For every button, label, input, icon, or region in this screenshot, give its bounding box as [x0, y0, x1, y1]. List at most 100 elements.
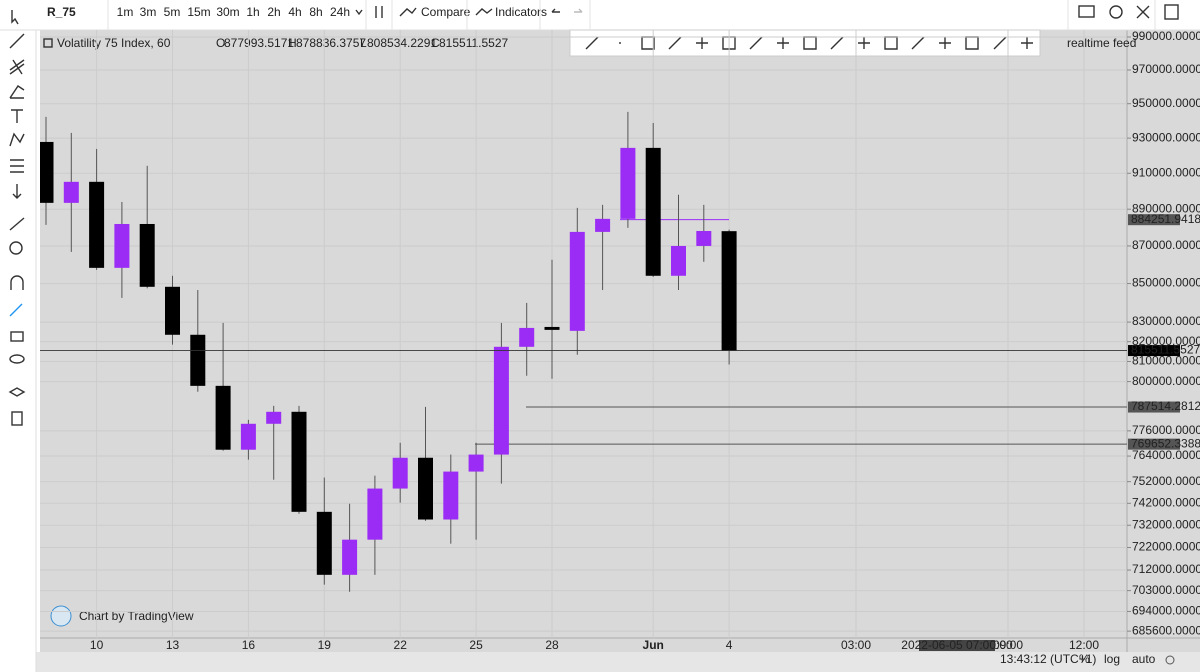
drawing-tool-button[interactable] — [939, 37, 951, 49]
screenshot-button[interactable] — [1078, 5, 1095, 18]
candle-body — [63, 181, 79, 203]
settings-button[interactable] — [1109, 5, 1123, 19]
collapse-legend[interactable] — [43, 38, 53, 48]
y-tick-label: 830000.0000 — [1132, 314, 1200, 328]
y-tick-label: 820000.0000 — [1132, 334, 1200, 348]
x-tick-label: 10 — [90, 638, 104, 652]
candle-body — [544, 326, 560, 330]
text-tool[interactable] — [11, 109, 23, 123]
x-tick-label: 03:00 — [841, 638, 871, 652]
compare-icon[interactable] — [399, 7, 417, 17]
redo-button[interactable] — [574, 8, 583, 13]
interval-button[interactable]: 30m — [216, 5, 239, 19]
drawing-tool-button[interactable] — [777, 37, 789, 49]
log-toggle[interactable]: log — [1104, 652, 1120, 666]
chart-style-button[interactable] — [375, 6, 383, 18]
top-right-icons — [1078, 4, 1179, 20]
trash-tool[interactable] — [11, 411, 23, 426]
visibility-tool[interactable] — [9, 354, 25, 364]
candle-body — [645, 147, 661, 276]
drawing-tool-button[interactable] — [1021, 37, 1033, 49]
interval-button[interactable]: 2h — [267, 5, 280, 19]
cursor-tool[interactable] — [11, 10, 19, 25]
candle-body — [569, 231, 585, 331]
y-tick-label: 870000.0000 — [1132, 238, 1200, 252]
x-tick-label: 4 — [726, 638, 733, 652]
fib-tool[interactable] — [9, 59, 25, 75]
candle-body — [721, 231, 737, 351]
interval-button[interactable]: 24h — [330, 5, 350, 19]
ohlc-label: C — [431, 36, 440, 50]
candle-body — [671, 245, 686, 276]
status-bar — [36, 652, 1200, 672]
price-label: 787514.2812 — [1131, 399, 1200, 413]
price-label-box — [1128, 438, 1180, 450]
price-label-box — [1128, 214, 1180, 226]
ohlc-label: H — [288, 36, 297, 50]
y-tick-label: 685600.0000 — [1132, 623, 1200, 637]
pattern-tool[interactable] — [9, 85, 25, 99]
layers-tool[interactable] — [8, 387, 26, 397]
y-tick-label: 752000.0000 — [1132, 474, 1200, 488]
candle-body — [240, 423, 256, 450]
drawing-tool-button[interactable] — [668, 36, 682, 50]
drawing-tool-button[interactable] — [858, 37, 870, 49]
last-price-label: 815511.5527 — [1131, 343, 1200, 357]
drawing-tool-button[interactable] — [585, 36, 599, 50]
drawing-tool-button[interactable] — [696, 37, 708, 49]
candle-body — [215, 385, 231, 450]
interval-button[interactable]: 3m — [140, 5, 157, 19]
ohlc-label: O — [216, 36, 225, 50]
ohlc-value: 808534.2291 — [367, 36, 437, 50]
undo-button[interactable] — [551, 8, 560, 13]
y-tick-label: 850000.0000 — [1132, 276, 1200, 290]
indicators-icon[interactable] — [475, 8, 493, 16]
interval-dropdown[interactable] — [355, 9, 363, 16]
drawing-tool-button[interactable] — [911, 36, 925, 50]
price-label: 769652.3388 — [1131, 436, 1200, 450]
stay-drawing-tool[interactable] — [9, 303, 23, 317]
magnet-tool[interactable] — [10, 275, 24, 290]
indicators-button[interactable]: Indicators — [495, 5, 547, 19]
candle-body — [620, 147, 636, 219]
watermark-logo — [50, 605, 72, 627]
drawing-toolbar — [569, 29, 1041, 57]
x-tick-label: 09:00 — [993, 638, 1023, 652]
fullscreen-button[interactable] — [1136, 5, 1150, 19]
y-tick-label: 703000.0000 — [1132, 583, 1200, 597]
candle-body — [519, 327, 535, 347]
price-label-box — [1128, 401, 1180, 413]
plot-background — [40, 30, 1200, 652]
marker-tool[interactable] — [12, 184, 22, 199]
clock: 13:43:12 (UTC+1) — [1000, 652, 1096, 666]
y-tick-label: 970000.0000 — [1132, 62, 1200, 76]
auto-toggle[interactable]: auto — [1132, 652, 1156, 666]
zoom-tool[interactable] — [9, 241, 23, 255]
candle-body — [367, 488, 383, 540]
y-tick-label: 990000.0000 — [1132, 29, 1200, 43]
candle-body — [190, 334, 206, 386]
crosshair-time-box — [919, 640, 995, 651]
interval-button[interactable]: 5m — [164, 5, 181, 19]
status-settings[interactable] — [1165, 655, 1175, 665]
save-button[interactable] — [1164, 4, 1179, 20]
pattern2-tool[interactable] — [9, 132, 25, 147]
measure-tool[interactable] — [9, 217, 25, 231]
candle-body — [89, 181, 105, 268]
interval-button[interactable]: 1h — [246, 5, 259, 19]
trend-line-tool[interactable] — [9, 33, 25, 49]
drawing-tool-button[interactable] — [749, 36, 763, 50]
lock-tool[interactable] — [10, 331, 24, 342]
drawing-tool-button[interactable] — [993, 36, 1007, 50]
percent-toggle[interactable]: % — [1079, 652, 1090, 666]
candle-body — [165, 286, 180, 335]
y-tick-label: 930000.0000 — [1132, 130, 1200, 144]
prediction-tool[interactable] — [10, 159, 24, 173]
compare-button[interactable]: Compare — [421, 5, 471, 19]
interval-button[interactable]: 1m — [117, 5, 134, 19]
interval-button[interactable]: 15m — [187, 5, 210, 19]
drawing-toolbar-icons — [585, 36, 1033, 50]
interval-button[interactable]: 4h — [288, 5, 301, 19]
interval-button[interactable]: 8h — [309, 5, 322, 19]
drawing-tool-button[interactable] — [830, 36, 844, 50]
